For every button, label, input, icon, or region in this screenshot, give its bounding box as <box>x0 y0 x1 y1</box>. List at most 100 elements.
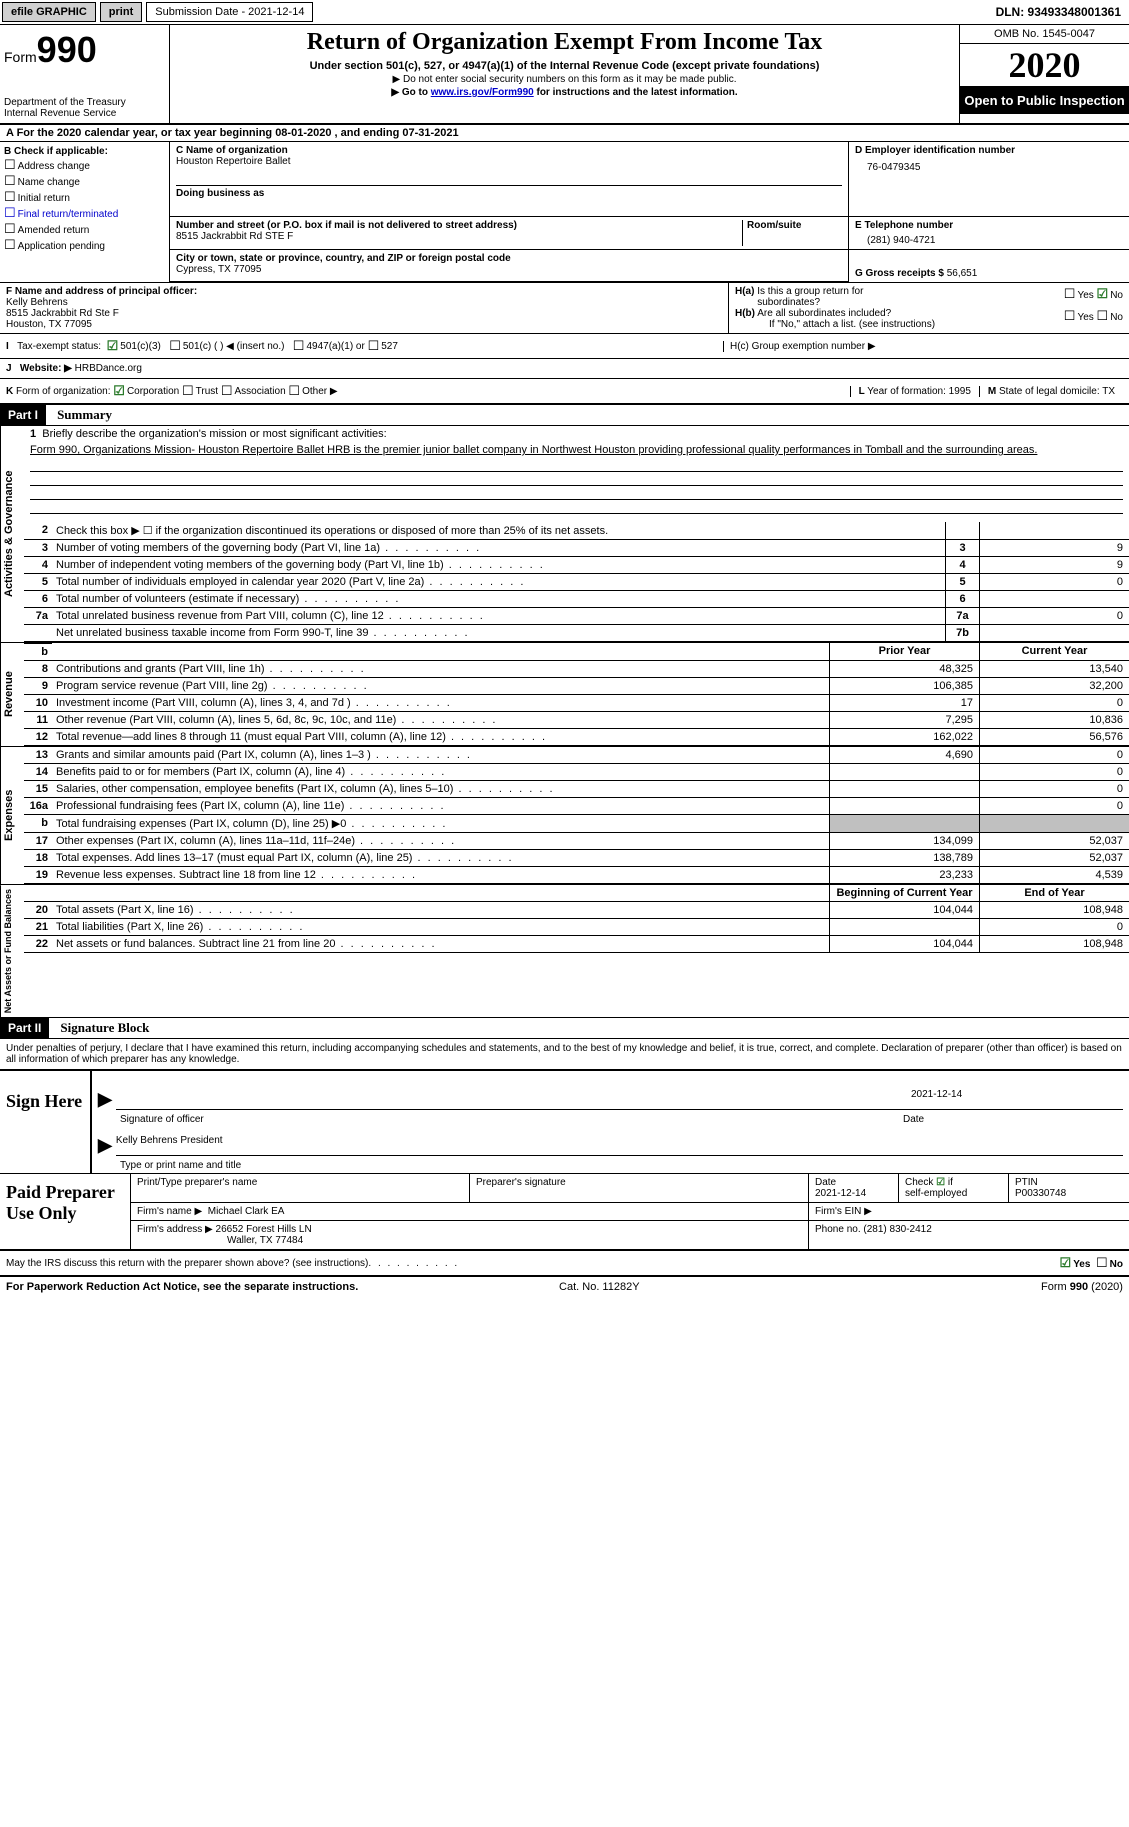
table-row: 13Grants and similar amounts paid (Part … <box>24 747 1129 764</box>
officer-addr2: Houston, TX 77095 <box>6 319 722 330</box>
side-revenue: Revenue <box>0 643 24 746</box>
part-i-netassets: Net Assets or Fund Balances Beginning of… <box>0 884 1129 1017</box>
submission-date: Submission Date - 2021-12-14 <box>146 2 313 22</box>
table-row: 21Total liabilities (Part X, line 26)0 <box>24 919 1129 936</box>
h-b: H(b) Are all subordinates included? ☐Yes… <box>735 308 1123 319</box>
form-number: Form990 <box>4 29 165 71</box>
officer-block: F Name and address of principal officer:… <box>0 283 1129 334</box>
open-to-public: Open to Public Inspection <box>960 87 1129 114</box>
chk-application-pending[interactable]: ☐Application pending <box>4 237 165 253</box>
discuss-row: May the IRS discuss this return with the… <box>0 1251 1129 1277</box>
part-i-header: Part I Summary <box>0 405 1129 426</box>
prep-selfemp: Check ☑ ifself-employed <box>899 1174 1009 1202</box>
chk-amended[interactable]: ☐Amended return <box>4 221 165 237</box>
top-toolbar: efile GRAPHIC print Submission Date - 20… <box>0 0 1129 25</box>
col-headers-rev: b Prior Year Current Year <box>24 643 1129 661</box>
side-net: Net Assets or Fund Balances <box>0 885 24 1017</box>
city-label: City or town, state or province, country… <box>176 253 842 264</box>
table-row: bTotal fundraising expenses (Part IX, co… <box>24 815 1129 833</box>
form-note-1: ▶ Do not enter social security numbers o… <box>178 74 951 85</box>
addr-value: 8515 Jackrabbit Rd STE F <box>176 231 742 242</box>
arrow-icon: ▶ <box>98 1089 112 1110</box>
paid-preparer-block: Paid Preparer Use Only Print/Type prepar… <box>0 1174 1129 1251</box>
firm-addr: Firm's address ▶ 26652 Forest Hills LN W… <box>131 1221 809 1249</box>
officer-name: Kelly Behrens <box>6 297 722 308</box>
mission-text: Form 990, Organizations Mission- Houston… <box>24 442 1129 458</box>
efile-label: efile GRAPHIC <box>2 2 96 22</box>
sign-here-label: Sign Here <box>0 1071 90 1173</box>
state-domicile: M State of legal domicile: TX <box>979 386 1123 397</box>
table-row: 17Other expenses (Part IX, column (A), l… <box>24 833 1129 850</box>
ein-value: 76-0479345 <box>855 156 1123 173</box>
type-name-label: Type or print name and title <box>120 1160 241 1171</box>
row-k-l-m: K Form of organization: ☑Corporation ☐Tr… <box>0 379 1129 405</box>
part-i-governance: Activities & Governance 1 Briefly descri… <box>0 426 1129 642</box>
gross-label: G Gross receipts $ <box>855 268 944 279</box>
officer-label: F Name and address of principal officer: <box>6 286 722 297</box>
col-headers-net: Beginning of Current Year End of Year <box>24 885 1129 902</box>
penalty-text: Under penalties of perjury, I declare th… <box>0 1039 1129 1070</box>
chk-final-return[interactable]: ☐Final return/terminated <box>4 205 165 221</box>
side-governance: Activities & Governance <box>0 426 24 642</box>
dba-label: Doing business as <box>176 185 842 199</box>
part-i-expenses: Expenses 13Grants and similar amounts pa… <box>0 746 1129 884</box>
row-i-tax-status: I Tax-exempt status: ☑501(c)(3) ☐501(c) … <box>0 334 1129 359</box>
city-value: Cypress, TX 77095 <box>176 264 842 275</box>
year-formation: L Year of formation: 1995 <box>850 386 979 397</box>
page-footer: For Paperwork Reduction Act Notice, see … <box>0 1277 1129 1297</box>
prep-ptin: PTINP00330748 <box>1009 1174 1129 1202</box>
prep-sig-hdr: Preparer's signature <box>470 1174 809 1202</box>
table-row: 3Number of voting members of the governi… <box>24 540 1129 557</box>
footer-right: Form 990 (2020) <box>1041 1281 1123 1293</box>
form-title: Return of Organization Exempt From Incom… <box>178 29 951 56</box>
form-header: Form990 Department of the Treasury Inter… <box>0 25 1129 125</box>
footer-left: For Paperwork Reduction Act Notice, see … <box>6 1281 358 1293</box>
chk-name-change[interactable]: ☐Name change <box>4 173 165 189</box>
table-row: 10Investment income (Part VIII, column (… <box>24 695 1129 712</box>
row-a-period: A For the 2020 calendar year, or tax yea… <box>0 125 1129 142</box>
table-row: 12Total revenue—add lines 8 through 11 (… <box>24 729 1129 746</box>
officer-printed: Kelly Behrens President <box>116 1135 1123 1156</box>
sig-officer-label: Signature of officer <box>120 1114 903 1125</box>
prep-name-hdr: Print/Type preparer's name <box>131 1174 470 1202</box>
h-a: H(a) Is this a group return for ☐Yes ☑No… <box>735 286 1123 308</box>
footer-cat: Cat. No. 11282Y <box>559 1281 640 1293</box>
table-row: 6Total number of volunteers (estimate if… <box>24 591 1129 608</box>
form-subtitle: Under section 501(c), 527, or 4947(a)(1)… <box>178 60 951 72</box>
h-c: H(c) Group exemption number ▶ <box>723 341 1123 352</box>
tax-year: 2020 <box>960 44 1129 87</box>
org-name: Houston Repertoire Ballet <box>176 156 842 167</box>
table-row: 18Total expenses. Add lines 13–17 (must … <box>24 850 1129 867</box>
entity-block: B Check if applicable: ☐Address change ☐… <box>0 142 1129 283</box>
phone-value: (281) 940-4721 <box>855 231 1123 246</box>
table-row: 14Benefits paid to or for members (Part … <box>24 764 1129 781</box>
table-row: 15Salaries, other compensation, employee… <box>24 781 1129 798</box>
officer-addr1: 8515 Jackrabbit Rd Ste F <box>6 308 722 319</box>
print-button[interactable]: print <box>100 2 142 22</box>
table-row: 7aTotal unrelated business revenue from … <box>24 608 1129 625</box>
table-row: 11Other revenue (Part VIII, column (A), … <box>24 712 1129 729</box>
firm-phone: Phone no. (281) 830-2412 <box>809 1221 1129 1249</box>
chk-initial-return[interactable]: ☐Initial return <box>4 189 165 205</box>
dln: DLN: 93493348001361 <box>996 5 1129 19</box>
table-row: 8Contributions and grants (Part VIII, li… <box>24 661 1129 678</box>
row-j-website: J Website: ▶ HRBDance.org <box>0 359 1129 379</box>
irs-link[interactable]: www.irs.gov/Form990 <box>431 87 534 98</box>
table-row: 22Net assets or fund balances. Subtract … <box>24 936 1129 953</box>
phone-label: E Telephone number <box>855 220 1123 231</box>
dept-treasury: Department of the Treasury <box>4 97 165 108</box>
table-row: 4Number of independent voting members of… <box>24 557 1129 574</box>
org-name-label: C Name of organization <box>176 145 842 156</box>
mission-q: 1 Briefly describe the organization's mi… <box>24 426 1129 442</box>
form-note-2: ▶ Go to www.irs.gov/Form990 for instruct… <box>178 87 951 98</box>
room-label: Room/suite <box>747 220 842 231</box>
addr-label: Number and street (or P.O. box if mail i… <box>176 220 742 231</box>
gross-value: 56,651 <box>947 268 978 279</box>
part-i-revenue: Revenue b Prior Year Current Year 8Contr… <box>0 642 1129 746</box>
chk-address-change[interactable]: ☐Address change <box>4 157 165 173</box>
omb-number: OMB No. 1545-0047 <box>960 25 1129 44</box>
website-value: HRBDance.org <box>75 363 142 374</box>
firm-ein: Firm's EIN ▶ <box>809 1203 1129 1220</box>
sign-date: 2021-12-14 <box>903 1089 1123 1110</box>
table-row: 2Check this box ▶ ☐ if the organization … <box>24 522 1129 540</box>
